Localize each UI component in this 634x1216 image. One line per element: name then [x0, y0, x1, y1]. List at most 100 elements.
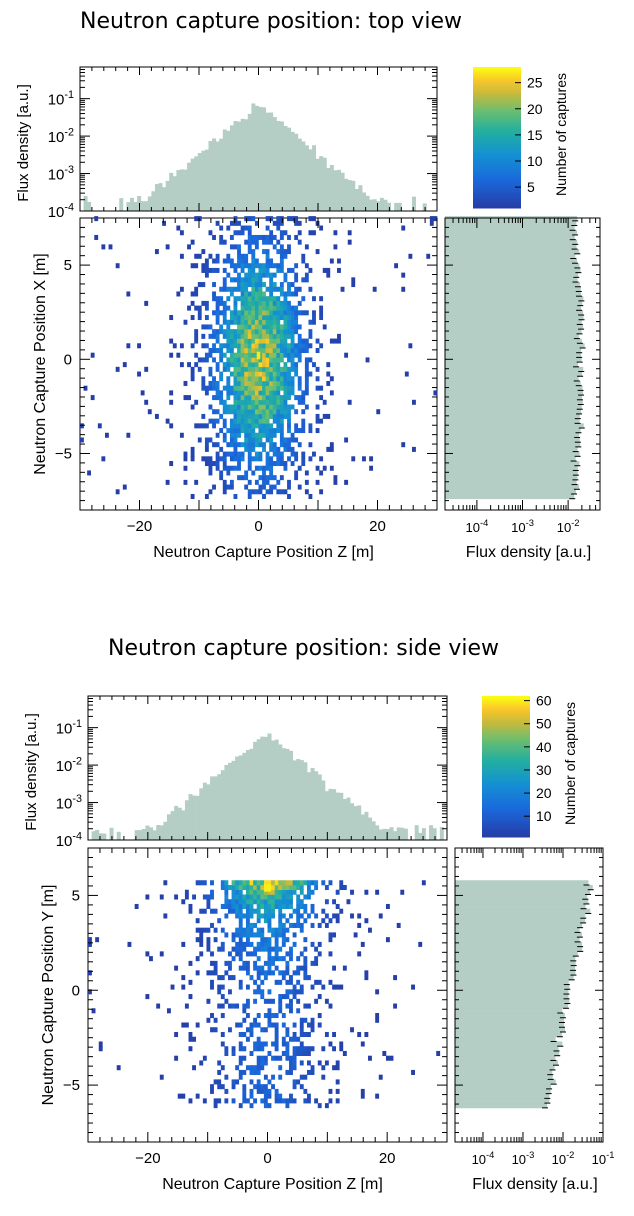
heatmap-cell: [269, 357, 274, 363]
heatmap-cell: [247, 493, 252, 499]
heatmap-cell: [324, 899, 329, 905]
heatmap-cell: [357, 1031, 362, 1038]
heatmap-cell: [265, 428, 270, 434]
heatmap-cell: [375, 889, 380, 895]
top-histogram-bar: [278, 744, 283, 840]
heatmap-cell: [335, 984, 340, 990]
heatmap-cell: [231, 1046, 236, 1052]
side-histogram-bar: [455, 979, 569, 985]
heatmap-cell: [328, 1041, 333, 1047]
heatmap-cell: [213, 970, 218, 976]
heatmap-cell: [254, 399, 259, 405]
heatmap-cell: [322, 267, 327, 273]
heatmap-cell: [279, 409, 284, 415]
colorbar-segment: [473, 83, 521, 87]
colorbar-segment: [482, 785, 530, 789]
colorbar-segment: [482, 754, 530, 758]
heatmap-cell: [256, 913, 261, 919]
heatmap-cell: [278, 884, 283, 891]
heatmap-cell: [208, 437, 213, 443]
heatmap-cell: [269, 399, 274, 405]
heatmap-cell: [276, 225, 281, 231]
heatmap-cell: [314, 956, 319, 962]
y-tick-label: −5: [55, 445, 72, 462]
heatmap-cell: [279, 347, 284, 353]
heatmap-cell: [219, 300, 224, 306]
heatmap-cell: [179, 230, 184, 236]
heatmap-cell: [272, 371, 277, 377]
side-histogram-bar: [445, 329, 582, 335]
heatmap-cell: [240, 390, 245, 396]
heatmap-cell: [244, 418, 249, 424]
heatmap-cell: [289, 894, 293, 900]
heatmap-cell: [233, 244, 238, 250]
heatmap-cell: [290, 446, 295, 452]
heatmap-cell: [263, 880, 268, 886]
heatmap-cell: [285, 1050, 290, 1056]
heatmap-cell: [145, 951, 150, 957]
heatmap-cell: [276, 347, 281, 353]
heatmap-cell: [258, 347, 263, 353]
heatmap-cell: [272, 442, 277, 448]
heatmap-cell: [215, 465, 220, 471]
heatmap-cell: [220, 1065, 225, 1071]
heatmap-cell: [394, 263, 399, 269]
top-histogram-bar: [304, 145, 309, 211]
top-histogram-bar: [412, 196, 416, 211]
heatmap-cell: [324, 1060, 329, 1066]
heatmap-cell: [281, 956, 286, 962]
heatmap-cell: [215, 432, 220, 438]
top-hist-y-tick-label: 10-3: [56, 793, 82, 813]
heatmap-cell: [212, 343, 216, 349]
side-histogram-bar: [445, 442, 581, 448]
heatmap-cell: [237, 395, 241, 401]
heatmap-cell: [190, 376, 195, 382]
heatmap-cell: [262, 319, 266, 325]
heatmap-cell: [306, 1046, 311, 1052]
side-histogram-bar: [445, 385, 583, 391]
heatmap-cell: [245, 1098, 250, 1104]
heatmap-cell: [287, 371, 291, 377]
heatmap-cell: [269, 216, 274, 222]
colorbar-segment: [473, 123, 521, 127]
heatmap-cell: [215, 333, 220, 339]
heatmap-cell: [98, 1041, 103, 1047]
heatmap-cell: [265, 225, 270, 231]
side-histogram-bar: [445, 456, 576, 462]
side-hist-x-axis-label: Flux density [a.u.]: [466, 544, 591, 561]
heatmap-cell: [272, 390, 277, 396]
heatmap-cell: [240, 277, 245, 283]
heatmap-cell: [247, 465, 252, 471]
side-histogram-bar: [445, 258, 577, 264]
side-histogram-bar: [455, 1098, 550, 1104]
heatmap-cell: [229, 451, 234, 457]
heatmap-cell: [251, 343, 256, 349]
heatmap-cell: [272, 352, 277, 358]
heatmap-cell: [251, 310, 256, 316]
top-histogram-bar: [332, 789, 337, 840]
heatmap-cell: [233, 220, 238, 226]
heatmap-cell: [332, 932, 337, 938]
heatmap-cell: [287, 216, 291, 222]
heatmap-cell: [279, 366, 284, 372]
side-histogram-bar: [455, 1013, 565, 1019]
heatmap-cell: [247, 376, 252, 382]
colorbar-tick-label: 50: [536, 716, 552, 732]
heatmap-cell: [269, 470, 274, 476]
heatmap-cell: [258, 413, 263, 419]
heatmap-cell: [222, 404, 227, 410]
heatmap-cell: [249, 908, 254, 914]
heatmap-cell: [278, 1093, 283, 1099]
top-histogram-bar: [364, 811, 369, 840]
heatmap-cell: [254, 385, 259, 391]
heatmap-cell: [174, 965, 179, 971]
heatmap-cell: [256, 1065, 261, 1071]
heatmap-cell: [281, 1013, 286, 1019]
heatmap-cell: [237, 390, 241, 396]
heatmap-cell: [224, 970, 229, 976]
heatmap-cell: [204, 493, 209, 499]
heatmap-cell: [281, 975, 286, 981]
colorbar-label: Number of captures: [562, 702, 578, 825]
heatmap-cell: [245, 1036, 250, 1042]
heatmap-cell: [224, 960, 229, 966]
